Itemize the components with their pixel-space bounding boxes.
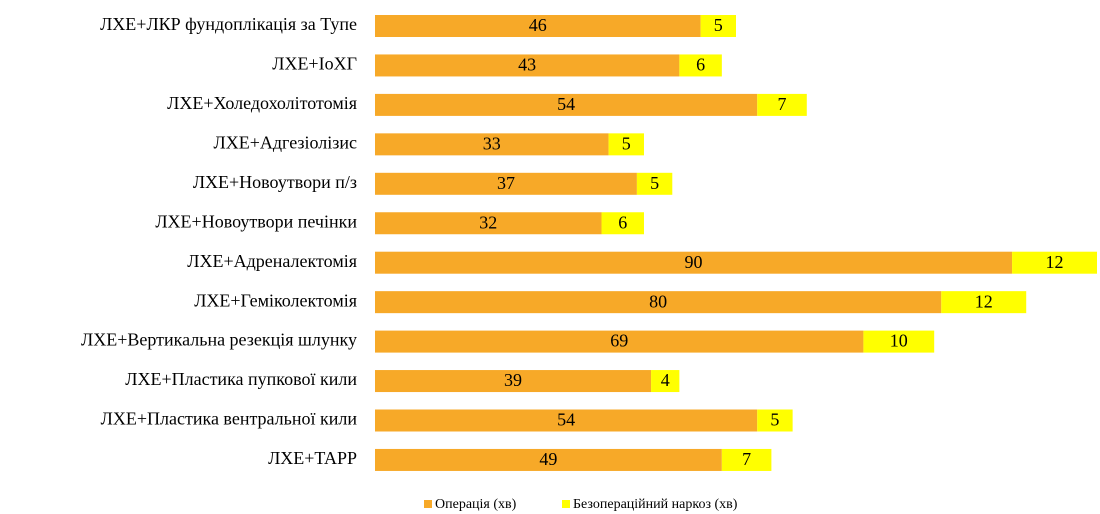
bar-segment	[375, 212, 602, 235]
value-label: 5	[650, 173, 659, 193]
bar-segment	[375, 172, 637, 195]
value-label: 4	[661, 370, 670, 390]
bar-segment	[608, 133, 644, 156]
value-label: 37	[497, 173, 515, 193]
category-label: ЛХЕ+Новоутвори п/з	[193, 172, 357, 192]
value-label: 12	[1046, 252, 1064, 272]
bar-segment	[375, 251, 1013, 274]
category-label: ЛХЕ+TAPP	[268, 448, 357, 468]
category-label: ЛХЕ+IoXГ	[272, 54, 357, 74]
category-label: ЛХЕ+ЛКР фундоплікація за Тупе	[100, 14, 357, 34]
bar-segment	[375, 409, 758, 432]
category-label: ЛХЕ+Пластика вентральної кили	[101, 409, 358, 429]
legend-swatch	[424, 500, 432, 508]
bar-segment	[757, 409, 793, 432]
value-label: 49	[539, 449, 557, 469]
bar-segment	[679, 54, 722, 77]
bar-segment	[1012, 251, 1097, 274]
bar-segment	[601, 212, 644, 235]
legend-label: Безопераційний наркоз (хв)	[573, 497, 738, 512]
bar-segment	[375, 291, 942, 314]
value-label: 33	[483, 133, 501, 153]
bar-segment	[757, 93, 807, 116]
value-label: 5	[622, 133, 631, 153]
bar-segment	[941, 291, 1027, 314]
bar-segment	[375, 54, 680, 77]
category-label: ЛХЕ+Адреналектомія	[187, 251, 357, 271]
legend-swatch	[562, 500, 570, 508]
category-label: ЛХЕ+Вертикальна резекція шлунку	[81, 330, 357, 350]
value-label: 6	[618, 212, 627, 232]
value-label: 54	[557, 410, 575, 430]
value-label: 69	[610, 331, 628, 351]
value-label: 12	[975, 291, 993, 311]
bar-segment	[375, 133, 609, 156]
legend-label: Операція (хв)	[435, 497, 517, 512]
bar-segment	[636, 172, 673, 195]
value-label: 7	[742, 449, 751, 469]
value-label: 46	[529, 15, 547, 35]
bar-segment	[375, 15, 701, 37]
value-label: 54	[557, 94, 575, 114]
bar-segment	[375, 370, 652, 393]
value-label: 10	[890, 331, 908, 351]
value-label: 5	[714, 15, 723, 35]
category-label: ЛХЕ+Пластика пупкової кили	[125, 369, 357, 389]
category-label: ЛХЕ+Адгезіолізис	[214, 132, 357, 152]
bar-segment	[721, 448, 772, 471]
bar-segment	[375, 93, 758, 116]
category-label: ЛХЕ+Геміколектомія	[194, 290, 357, 310]
category-label: ЛХЕ+Новоутвори печінки	[155, 211, 357, 231]
value-label: 43	[518, 55, 536, 75]
value-label: 90	[685, 252, 703, 272]
bar-segment	[375, 448, 722, 471]
bar-segment	[375, 330, 864, 353]
value-label: 7	[778, 94, 787, 114]
bar-segment	[700, 15, 736, 37]
bar-segment	[863, 330, 935, 353]
value-label: 80	[649, 291, 667, 311]
value-label: 5	[770, 410, 779, 430]
category-label: ЛХЕ+Холедохолітотомія	[167, 93, 357, 113]
value-label: 32	[479, 212, 497, 232]
value-label: 6	[696, 55, 705, 75]
bar-segment	[651, 370, 680, 393]
value-label: 39	[504, 370, 522, 390]
